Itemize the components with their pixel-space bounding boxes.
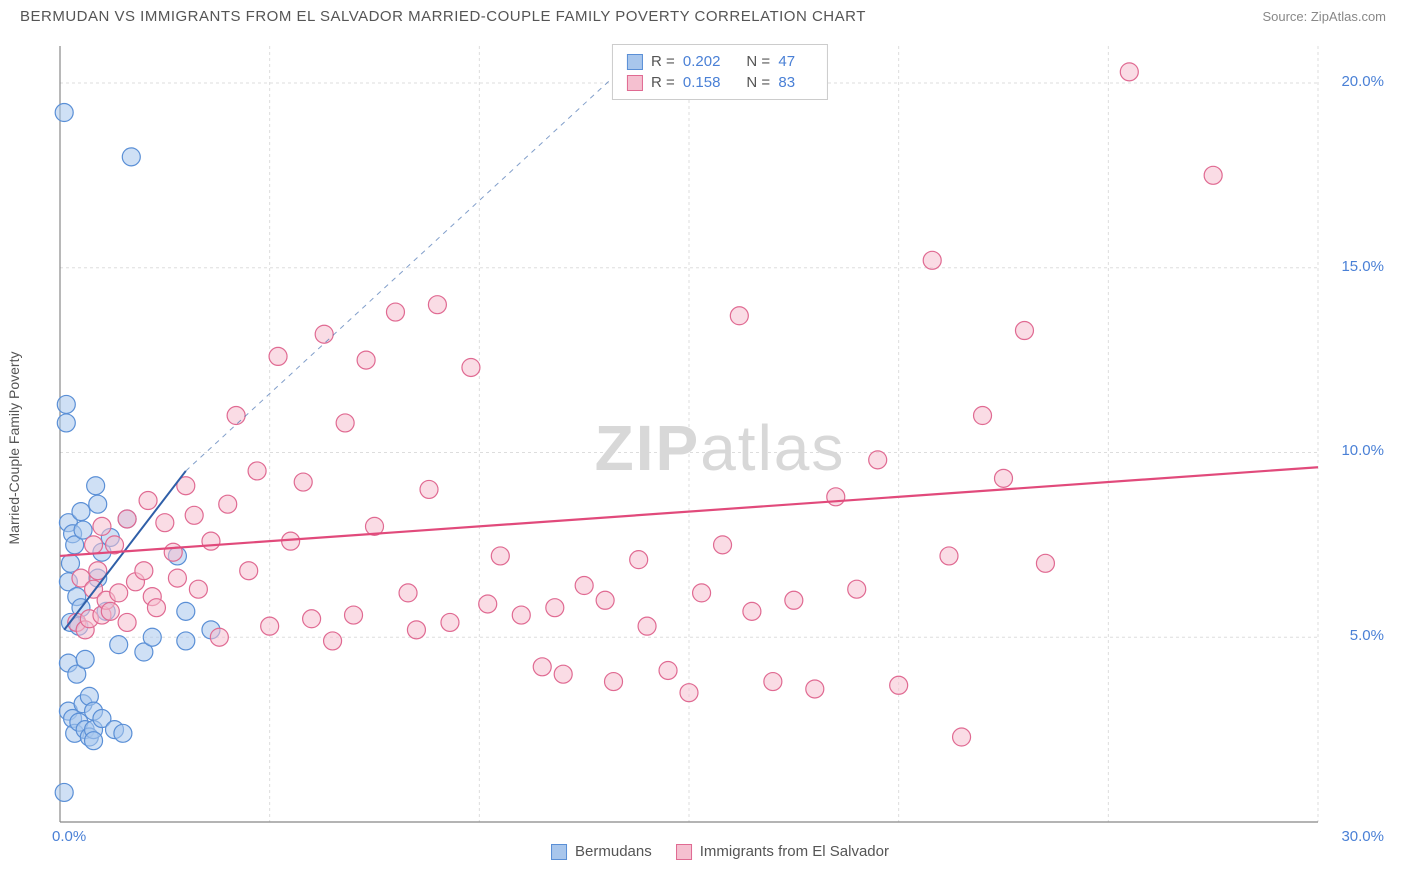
source-label: Source: ZipAtlas.com [1262,9,1386,24]
legend-series-item: Immigrants from El Salvador [676,843,889,860]
y-tick-label: 20.0% [1341,73,1384,90]
legend-swatch-icon [676,844,692,860]
legend-r-label: R = 0.202 [651,53,738,70]
legend-series-label: Immigrants from El Salvador [700,843,889,860]
legend-n-label: N = 83 [746,74,813,91]
legend-n-label: N = 47 [746,53,813,70]
legend-swatch-icon [551,844,567,860]
legend-series-item: Bermudans [551,843,652,860]
legend-r-label: R = 0.158 [651,74,738,91]
legend-correlation-row: R = 0.202 N = 47 [627,51,813,72]
x-tick-label: 0.0% [52,828,86,845]
chart-container: Married-Couple Family Poverty ZIPatlas R… [52,38,1388,858]
y-tick-label: 10.0% [1341,442,1384,459]
y-axis-label: Married-Couple Family Poverty [6,352,22,545]
legend-correlation-row: R = 0.158 N = 83 [627,72,813,93]
legend-series: Bermudans Immigrants from El Salvador [551,843,889,860]
legend-series-label: Bermudans [575,843,652,860]
legend-swatch-icon [627,75,643,91]
scatter-plot [52,38,1388,858]
chart-title: BERMUDAN VS IMMIGRANTS FROM EL SALVADOR … [20,8,866,25]
legend-correlation: R = 0.202 N = 47 R = 0.158 N = 83 [612,44,828,100]
y-tick-label: 5.0% [1350,627,1384,644]
y-tick-label: 15.0% [1341,258,1384,275]
header: BERMUDAN VS IMMIGRANTS FROM EL SALVADOR … [0,0,1406,29]
x-tick-label: 30.0% [1341,828,1384,845]
legend-swatch-icon [627,54,643,70]
